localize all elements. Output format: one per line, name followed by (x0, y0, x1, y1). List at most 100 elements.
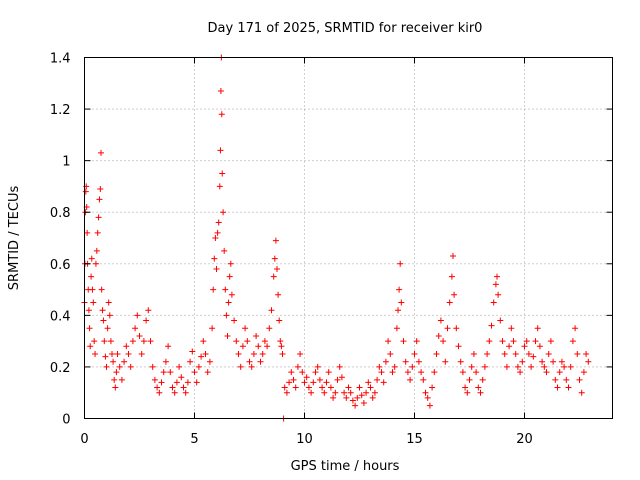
data-point (395, 307, 401, 314)
data-point (321, 389, 328, 396)
data-point (193, 379, 200, 386)
data-point (223, 312, 230, 319)
data-point (413, 338, 420, 345)
data-point (528, 363, 535, 370)
data-point (127, 363, 134, 370)
data-point (145, 307, 152, 314)
data-point (213, 265, 220, 272)
data-point (506, 343, 513, 350)
data-point (276, 317, 283, 324)
data-point (259, 351, 266, 358)
data-point (227, 260, 234, 267)
data-point (347, 389, 354, 396)
data-point (211, 255, 218, 262)
data-point (111, 376, 118, 383)
data-point (572, 325, 579, 332)
data-point (278, 343, 285, 350)
data-point (221, 247, 228, 254)
data-point (501, 351, 508, 358)
data-point (508, 325, 515, 332)
data-point (112, 384, 119, 391)
data-point (233, 338, 240, 345)
data-point (312, 369, 319, 376)
data-point (94, 229, 101, 236)
data-point (105, 299, 112, 306)
data-point (210, 286, 217, 293)
data-point (250, 351, 257, 358)
data-point (393, 325, 400, 332)
data-point (187, 358, 194, 365)
data-point (352, 402, 359, 409)
data-point (477, 389, 484, 396)
data-point (244, 338, 251, 345)
data-point (85, 307, 92, 314)
data-point (411, 351, 418, 358)
data-point (173, 379, 180, 386)
data-point (442, 358, 449, 365)
data-point (154, 384, 161, 391)
data-point (93, 247, 100, 254)
data-point (116, 363, 123, 370)
data-point (332, 389, 339, 396)
data-point (457, 358, 464, 365)
data-point (212, 235, 219, 241)
data-point (492, 281, 499, 288)
data-point (426, 402, 433, 409)
data-point (545, 351, 552, 358)
data-point (107, 338, 114, 345)
data-point (279, 351, 286, 358)
data-point (558, 358, 565, 365)
data-point (95, 214, 102, 221)
axis-ticks (84, 57, 613, 419)
x-tick-label: 5 (190, 432, 198, 447)
data-point (261, 338, 268, 345)
data-point (547, 338, 554, 345)
x-tick-labels: 0 5 10 15 20 (80, 432, 532, 447)
data-point (510, 338, 517, 345)
data-point (101, 338, 108, 345)
y-tick-label: 0.2 (50, 361, 71, 376)
data-point (305, 384, 312, 391)
y-tick-label: 0.8 (50, 206, 71, 221)
data-point (272, 237, 279, 244)
data-point (407, 376, 414, 383)
data-point (468, 363, 475, 370)
y-tick-label: 0.4 (50, 309, 71, 324)
data-point (86, 325, 93, 332)
data-point (378, 369, 385, 376)
data-point (565, 384, 572, 391)
data-point (206, 358, 213, 365)
data-point (136, 332, 143, 339)
data-point (113, 369, 120, 376)
data-point (121, 358, 128, 365)
data-point (429, 384, 436, 391)
data-point (268, 307, 275, 314)
data-point (475, 384, 482, 391)
data-point (91, 338, 98, 345)
data-point (389, 369, 396, 376)
plot-frame (84, 57, 613, 419)
data-point (523, 338, 530, 345)
data-point (220, 209, 227, 216)
data-point (98, 149, 104, 156)
data-point (479, 376, 486, 383)
data-point (134, 312, 141, 319)
data-point (424, 394, 431, 401)
data-point (189, 348, 196, 355)
data-point (294, 363, 301, 370)
data-point (283, 389, 290, 396)
data-point (303, 374, 310, 381)
data-point (541, 363, 548, 370)
data-point (382, 358, 389, 365)
data-point (536, 343, 543, 350)
data-point (358, 392, 365, 399)
x-tick-label: 15 (406, 432, 423, 447)
data-point (391, 363, 398, 370)
data-point (219, 170, 226, 177)
data-point (343, 394, 350, 401)
data-point (217, 147, 224, 154)
data-point (204, 369, 211, 376)
data-point (380, 379, 387, 386)
data-point (451, 291, 458, 298)
